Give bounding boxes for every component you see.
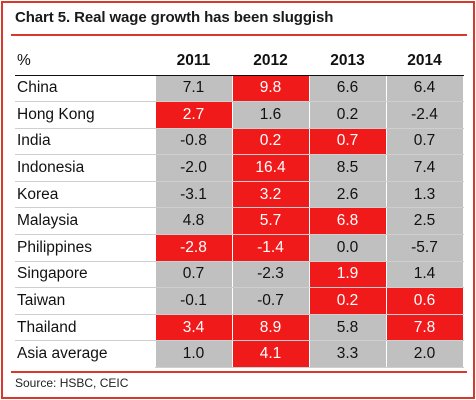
year-header: 2014 [386, 48, 463, 76]
value-cell: 2.6 [308, 181, 387, 209]
unit-header: % [15, 48, 155, 76]
value-cell: -0.1 [154, 287, 233, 315]
value-cell-highlighted: 5.7 [231, 207, 310, 236]
footer-rule [11, 371, 467, 373]
value-cell: 7.1 [154, 75, 233, 103]
value-cell: 2.0 [385, 340, 464, 369]
value-cell-highlighted: 4.1 [231, 340, 310, 369]
value-cell-highlighted: -1.4 [231, 234, 310, 262]
row-label: Thailand [15, 314, 155, 342]
table-row: Singapore 0.7 -2.3 1.9 1.4 [15, 261, 464, 289]
value-cell: -3.1 [154, 181, 233, 209]
value-cell: 0.2 [308, 101, 387, 129]
value-cell: 6.4 [385, 75, 464, 103]
value-cell: -0.8 [154, 128, 233, 156]
value-cell-highlighted: 16.4 [231, 154, 310, 182]
value-cell: 4.8 [154, 207, 233, 236]
table-row: India -0.8 0.2 0.7 0.7 [15, 128, 464, 156]
value-cell: -2.0 [154, 154, 233, 182]
value-cell-highlighted: 0.2 [308, 287, 387, 315]
value-cell: -2.3 [231, 261, 310, 289]
value-cell-highlighted: 9.8 [231, 75, 310, 103]
wage-growth-table: % 2011 2012 2013 2014 China 7.1 9.8 6.6 6.4 H… [15, 48, 464, 369]
value-cell: 1.0 [154, 340, 233, 369]
value-cell: 6.6 [308, 75, 387, 103]
row-label: Indonesia [15, 154, 155, 182]
value-cell-highlighted: 0.6 [385, 287, 464, 315]
value-cell-highlighted: 7.8 [385, 314, 464, 342]
table-row: Malaysia 4.8 5.7 6.8 2.5 [15, 207, 464, 236]
table-row: Taiwan -0.1 -0.7 0.2 0.6 [15, 287, 464, 315]
title-rule [11, 34, 467, 36]
table-body: China 7.1 9.8 6.6 6.4 Hong Kong 2.7 1.6 0.2 -2.4 I… [15, 75, 464, 369]
value-cell-highlighted: 2.7 [154, 101, 233, 129]
table-row: Thailand 3.4 8.9 5.8 7.8 [15, 314, 464, 342]
row-label: Asia average [15, 340, 155, 368]
value-cell: 1.4 [385, 261, 464, 289]
value-cell-highlighted: 1.9 [308, 261, 387, 289]
source-note: Source: HSBC, CEIC [15, 376, 129, 390]
row-label: Malaysia [15, 207, 155, 236]
value-cell: 1.3 [385, 181, 464, 209]
table-row: Hong Kong 2.7 1.6 0.2 -2.4 [15, 101, 464, 129]
value-cell: -2.4 [385, 101, 464, 129]
table-row: China 7.1 9.8 6.6 6.4 [15, 75, 464, 103]
value-cell: 0.7 [385, 128, 464, 156]
value-cell: 2.5 [385, 207, 464, 236]
value-cell-highlighted: -2.8 [154, 234, 233, 262]
value-cell-highlighted: 0.7 [308, 128, 387, 156]
year-header: 2012 [232, 48, 309, 76]
row-label: Philippines [15, 234, 155, 262]
row-label: Taiwan [15, 287, 155, 315]
row-label: India [15, 128, 155, 156]
value-cell: 8.5 [308, 154, 387, 182]
value-cell: 5.8 [308, 314, 387, 342]
header-row: % 2011 2012 2013 2014 [15, 48, 463, 76]
value-cell: 1.6 [231, 101, 310, 129]
value-cell-highlighted: 6.8 [308, 207, 387, 236]
row-label: China [15, 75, 155, 103]
row-label: Korea [15, 181, 155, 209]
value-cell: 3.3 [308, 340, 387, 369]
table-row: Korea -3.1 3.2 2.6 1.3 [15, 181, 464, 209]
value-cell-highlighted: 8.9 [231, 314, 310, 342]
value-cell: -0.7 [231, 287, 310, 315]
summary-row: Asia average 1.0 4.1 3.3 2.0 [15, 340, 464, 369]
table-row: Philippines -2.8 -1.4 0.0 -5.7 [15, 234, 464, 262]
value-cell: 7.4 [385, 154, 464, 182]
value-cell: 0.0 [308, 234, 387, 262]
table-row: Indonesia -2.0 16.4 8.5 7.4 [15, 154, 464, 182]
row-label: Singapore [15, 261, 155, 289]
row-label: Hong Kong [15, 101, 155, 129]
value-cell-highlighted: 3.2 [231, 181, 310, 209]
year-header: 2011 [155, 48, 232, 76]
value-cell-highlighted: 3.4 [154, 314, 233, 342]
year-header: 2013 [309, 48, 386, 76]
chart-title: Chart 5. Real wage growth has been slugg… [15, 9, 334, 26]
value-cell: -5.7 [385, 234, 464, 262]
value-cell: 0.7 [154, 261, 233, 289]
value-cell-highlighted: 0.2 [231, 128, 310, 156]
